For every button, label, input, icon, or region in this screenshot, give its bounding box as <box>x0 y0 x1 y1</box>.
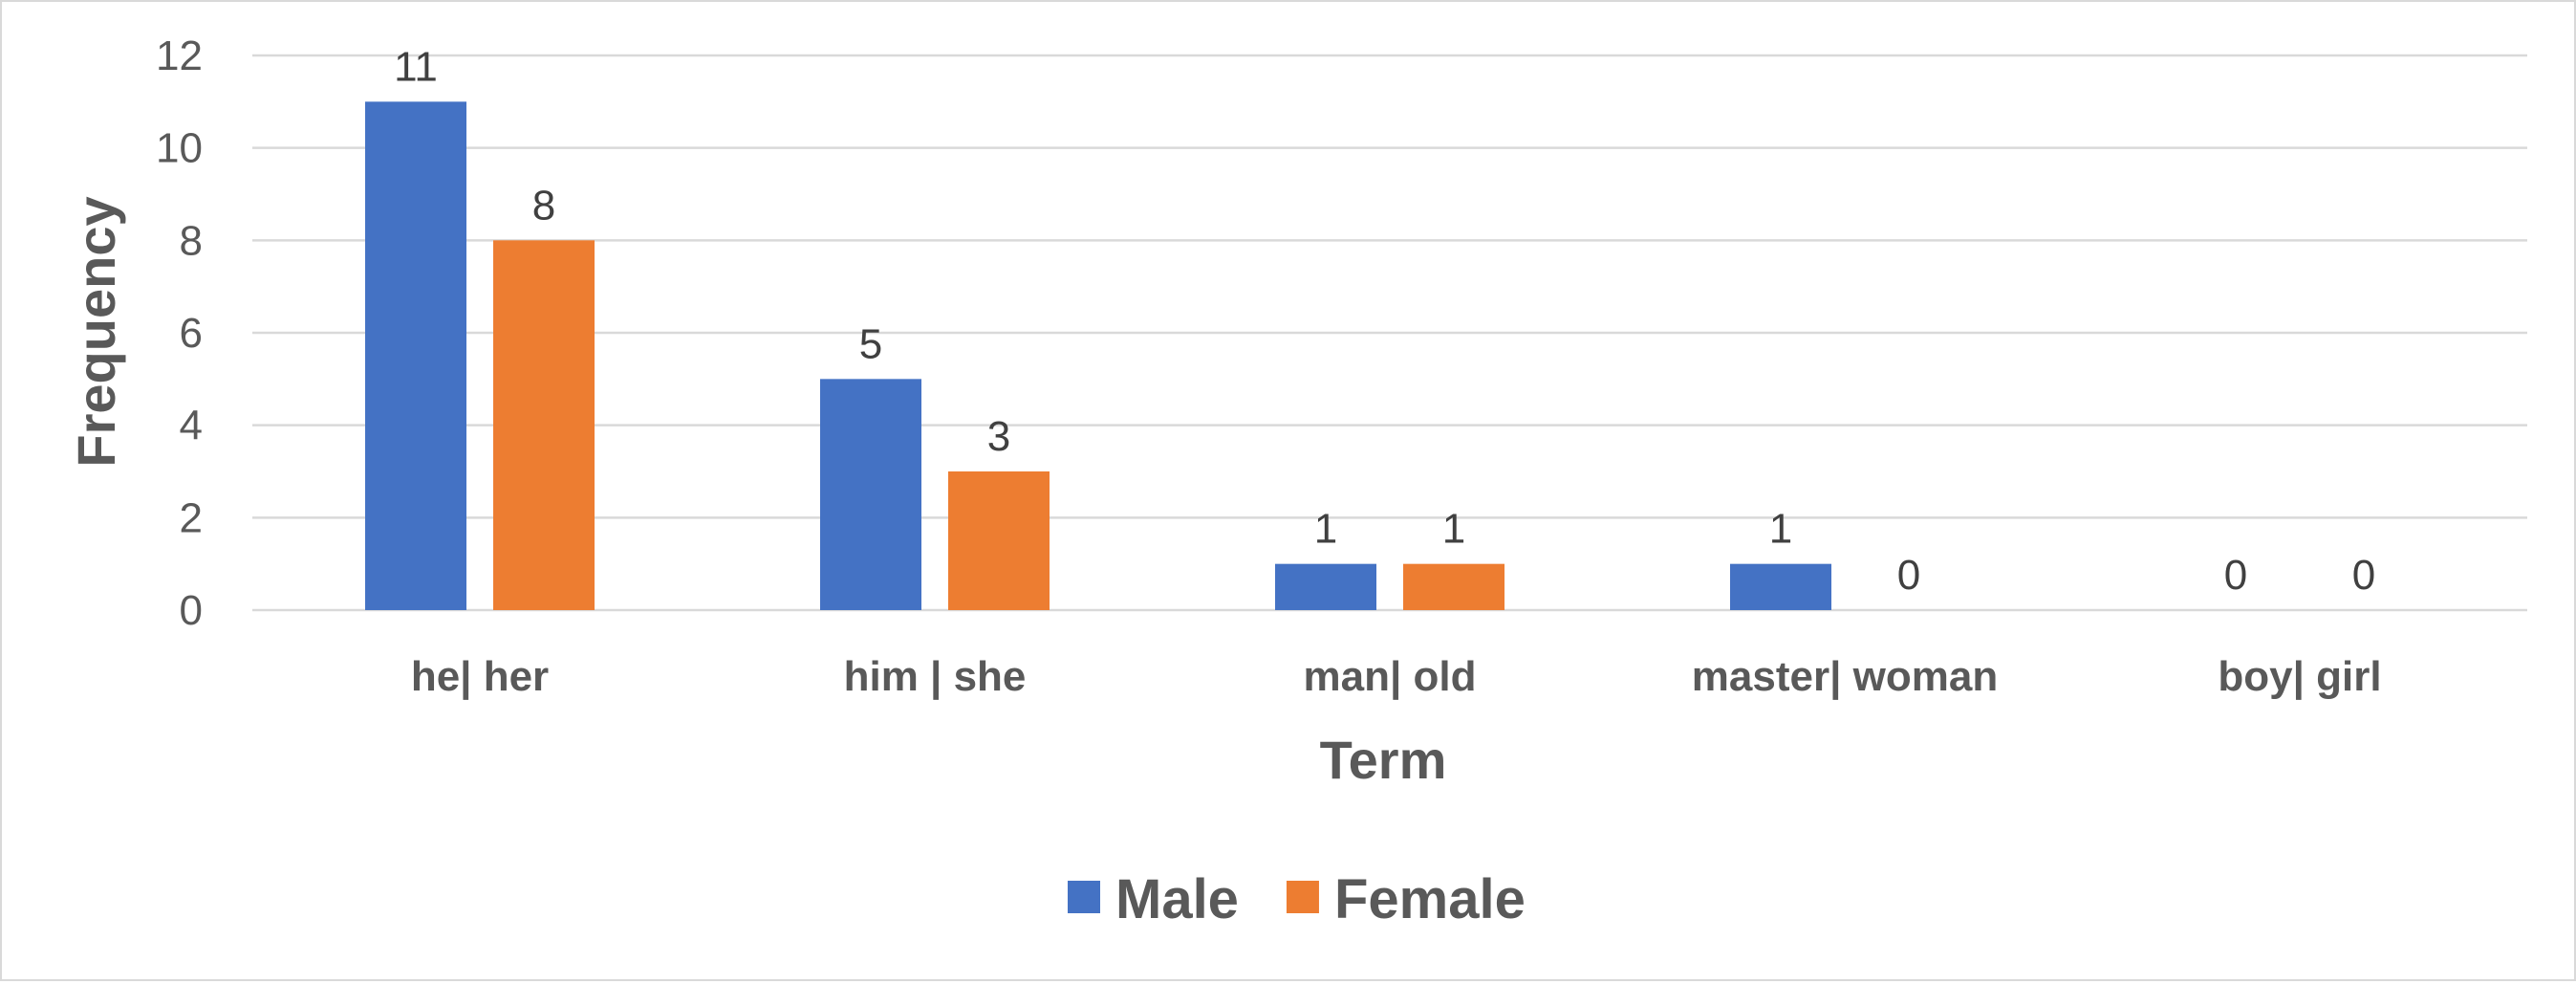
legend-label-female: Female <box>1334 868 1526 930</box>
x-category-label: man| old <box>1304 653 1477 701</box>
bar-female <box>1403 563 1504 610</box>
legend: Male Female <box>1068 868 1526 930</box>
bar-female <box>493 240 595 611</box>
data-label: 0 <box>2352 552 2375 599</box>
legend-swatch-female <box>1286 881 1319 913</box>
data-label: 1 <box>1769 506 1792 553</box>
bar-female <box>948 471 1050 610</box>
x-category-label: he| her <box>411 653 549 701</box>
x-category-label: boy| girl <box>2218 653 2381 701</box>
data-label: 11 <box>394 43 438 90</box>
y-tick-label: 2 <box>180 494 203 541</box>
bar-male <box>1730 563 1831 610</box>
legend-swatch-male <box>1068 881 1100 913</box>
y-tick-label: 4 <box>180 403 203 449</box>
data-label: 5 <box>859 320 882 367</box>
y-axis-ticks: 0 2 4 6 8 10 12 <box>156 33 203 634</box>
legend-label-male: Male <box>1115 868 1239 930</box>
data-label: 3 <box>987 413 1010 460</box>
data-label: 0 <box>2224 552 2247 599</box>
y-tick-label: 0 <box>180 587 203 634</box>
data-label: 1 <box>1314 506 1337 553</box>
bar-male <box>820 379 921 610</box>
gridlines <box>252 54 2527 612</box>
y-tick-label: 8 <box>180 217 203 264</box>
data-label: 8 <box>532 182 555 229</box>
data-label: 1 <box>1442 506 1465 553</box>
bar-male <box>1275 563 1376 610</box>
y-axis-title: Frequency <box>66 196 126 467</box>
data-label: 0 <box>1897 552 1920 599</box>
x-category-label: master| woman <box>1692 653 1998 701</box>
bars <box>365 101 1831 611</box>
x-axis-title: Term <box>1320 730 1447 790</box>
y-tick-label: 10 <box>156 125 203 172</box>
y-tick-label: 12 <box>156 33 203 79</box>
x-axis-categories: he| her him | she man| old master| woman boy… <box>411 653 2382 701</box>
y-tick-label: 6 <box>180 310 203 357</box>
x-category-label: him | she <box>844 653 1027 701</box>
bar-male <box>365 101 466 611</box>
